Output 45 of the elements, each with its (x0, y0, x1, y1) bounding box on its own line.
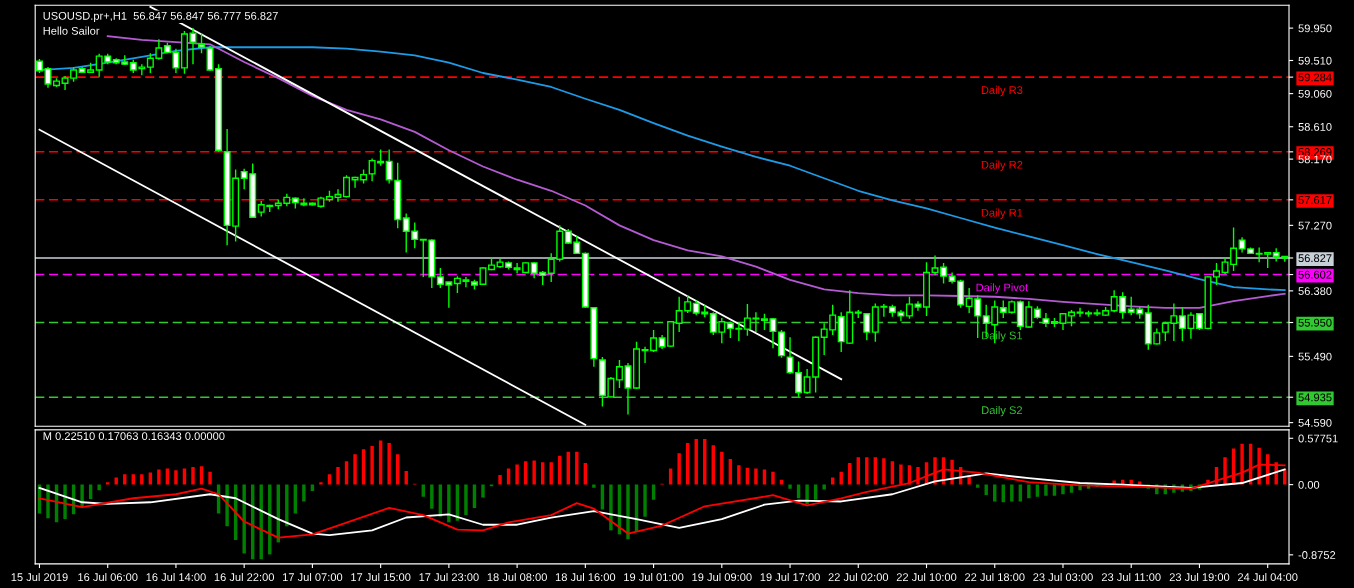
x-tick-label: 19 Jul 09:00 (692, 572, 752, 582)
y-tick-label: 59.060 (1298, 89, 1332, 98)
x-tick-label: 18 Jul 08:00 (487, 572, 547, 582)
y-tick-label: 0.00 (1298, 480, 1320, 489)
x-tick-label: 17 Jul 15:00 (351, 572, 411, 582)
x-tick-label: 24 Jul 04:00 (1237, 572, 1298, 582)
x-tick-label: 23 Jul 19:00 (1169, 572, 1230, 582)
x-tick-label: 17 Jul 23:00 (419, 572, 479, 582)
y-tick-label: 57.270 (1298, 221, 1332, 230)
y-tick-label: 55.950 (1298, 318, 1332, 327)
annotation: Hello Sailor (43, 26, 100, 35)
x-tick-label: 22 Jul 18:00 (965, 572, 1025, 582)
y-tick-label: 56.827 (1298, 254, 1332, 263)
x-tick-label: 15 Jul 2019 (11, 572, 68, 582)
x-tick-label: 16 Jul 06:00 (78, 572, 138, 582)
y-tick-label: 57.617 (1298, 196, 1332, 204)
chart-title: M 0.22510 0.17063 0.16343 0.00000 (43, 432, 225, 440)
y-tick-label: 55.490 (1298, 352, 1332, 361)
x-tick-label: 22 Jul 02:00 (828, 572, 889, 582)
ref-line-label: Daily R3 (981, 85, 1023, 97)
y-tick-label: 59.950 (1298, 24, 1332, 33)
x-tick-label: 23 Jul 11:00 (1101, 572, 1161, 582)
y-tick-label: 54.935 (1298, 393, 1332, 402)
x-tick-label: 19 Jul 17:00 (760, 572, 820, 582)
x-tick-label: 16 Jul 14:00 (146, 572, 206, 582)
x-tick-label: 18 Jul 16:00 (555, 572, 616, 582)
y-tick-label: 59.284 (1298, 73, 1332, 82)
ref-line-label: Daily R1 (981, 208, 1023, 219)
y-tick-label: 58.610 (1298, 123, 1332, 131)
ref-line-label: Daily R2 (981, 160, 1023, 171)
text: USOUSD.pr+,H1 56.847 56.847 56.777 56.827 (43, 11, 278, 22)
x-tick-label: 16 Jul 22:00 (214, 572, 275, 582)
ref-line-label: Daily S2 (982, 405, 1023, 417)
y-tick-label: 56.602 (1298, 270, 1332, 279)
x-tick-label: 17 Jul 07:00 (282, 572, 343, 582)
ref-line-label: Daily Pivot (976, 283, 1029, 294)
y-tick-label: 58.269 (1298, 148, 1332, 156)
y-tick-label: 56.380 (1298, 287, 1332, 296)
x-tick-label: 23 Jul 03:00 (1033, 572, 1093, 582)
x-tick-label: 22 Jul 10:00 (896, 572, 957, 582)
y-tick-label: 59.510 (1298, 56, 1332, 65)
y-tick-label: -0.8752 (1298, 551, 1336, 559)
y-tick-label: 0.57751 (1298, 434, 1338, 443)
y-tick-label: 54.590 (1298, 418, 1332, 427)
x-tick-label: 19 Jul 01:00 (624, 572, 684, 582)
